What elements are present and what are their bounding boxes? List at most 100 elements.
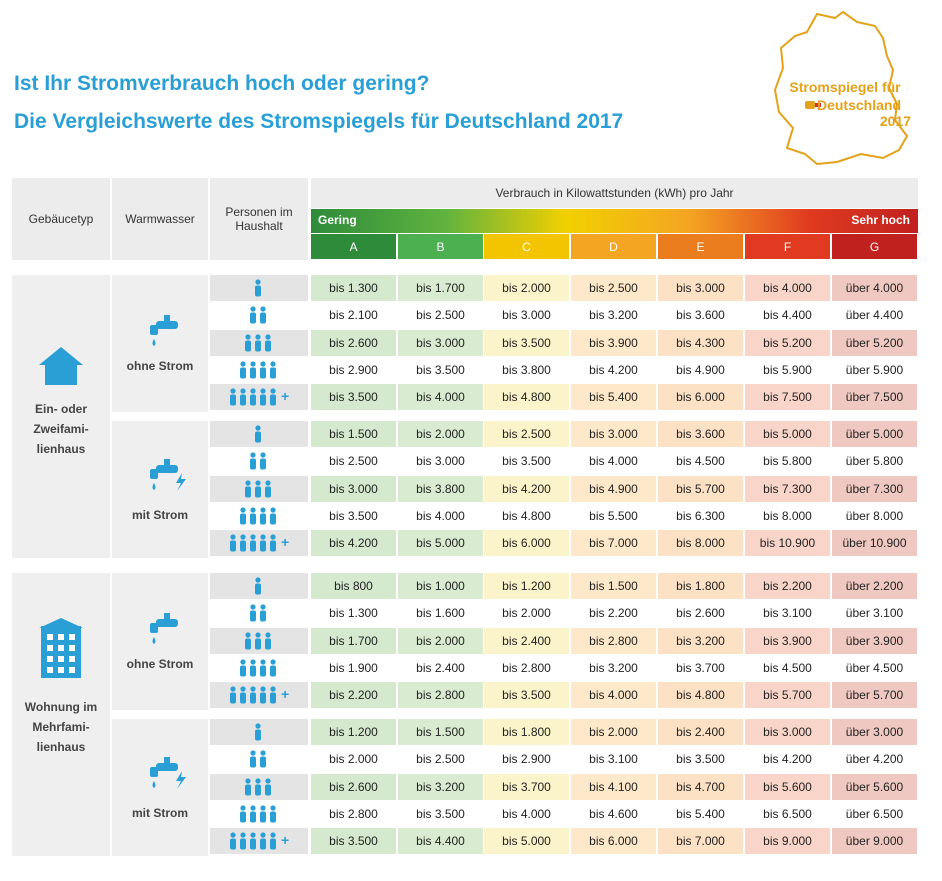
- value-cell: bis 4.800: [484, 384, 569, 411]
- value-cell: bis 3.000: [398, 448, 483, 475]
- value-cell: bis 4.500: [658, 448, 743, 475]
- water-block: [112, 719, 208, 856]
- value-cell: bis 2.000: [484, 275, 569, 301]
- value-cell: bis 4.800: [658, 682, 743, 709]
- person-icons: [255, 279, 261, 297]
- person-icons: [230, 388, 276, 406]
- value-cell: bis 3.000: [658, 275, 743, 301]
- value-cell: bis 3.900: [745, 627, 830, 654]
- value-cell: über 5.800: [832, 448, 917, 475]
- scale-bar: [311, 209, 918, 233]
- person-icons: [255, 577, 261, 595]
- value-cell: bis 1.300: [311, 275, 396, 301]
- value-cell: über 5.900: [832, 356, 917, 383]
- persons-cell: [210, 384, 308, 411]
- value-cell: bis 4.900: [571, 475, 656, 502]
- building-label: Zweifami-: [33, 422, 89, 436]
- water-label: ohne Strom: [126, 657, 194, 671]
- header-line: Personen im: [225, 205, 293, 219]
- value-cell: bis 3.100: [745, 600, 830, 627]
- person-icons: [245, 479, 271, 498]
- logo-text: Deutschland: [817, 97, 901, 113]
- value-cell: bis 2.500: [311, 448, 396, 475]
- value-cell: bis 4.000: [398, 502, 483, 529]
- person-icons: [250, 604, 266, 622]
- value-cell: bis 3.900: [571, 329, 656, 356]
- title-line: Ist Ihr Stromverbrauch hoch oder gering?: [14, 72, 430, 95]
- value-cell: über 5.200: [832, 329, 917, 356]
- value-cell: bis 3.000: [398, 329, 483, 356]
- value-cell: bis 5.000: [484, 828, 569, 855]
- header-cell: Gebäucetyp: [12, 178, 110, 260]
- person-icons: [230, 686, 276, 704]
- persons-cell: [210, 654, 308, 681]
- value-cell: über 4.400: [832, 302, 917, 329]
- value-cell: bis 1.800: [658, 573, 743, 599]
- value-cell: bis 4.000: [571, 448, 656, 475]
- person-icons: [250, 452, 266, 470]
- value-cell: über 5.700: [832, 682, 917, 709]
- value-cell: über 6.500: [832, 800, 917, 827]
- value-cell: bis 3.500: [658, 746, 743, 773]
- building-icon: [39, 618, 83, 678]
- value-cell: bis 3.200: [658, 627, 743, 654]
- value-cell: bis 5.700: [658, 475, 743, 502]
- value-cell: über 3.000: [832, 719, 917, 745]
- value-cell: bis 4.200: [484, 475, 569, 502]
- value-cell: bis 5.000: [745, 421, 830, 447]
- value-cell: bis 2.800: [571, 627, 656, 654]
- persons-cell: [210, 600, 308, 627]
- map-outline: [773, 10, 909, 166]
- value-cell: bis 3.600: [658, 302, 743, 329]
- value-cell: bis 3.200: [571, 302, 656, 329]
- value-cell: bis 5.900: [745, 356, 830, 383]
- value-cell: bis 4.300: [658, 329, 743, 356]
- value-cell: bis 4.100: [571, 773, 656, 800]
- value-cell: bis 4.200: [311, 530, 396, 557]
- value-cell: bis 2.000: [398, 421, 483, 447]
- value-cell: bis 6.000: [658, 384, 743, 411]
- value-cell: über 4.200: [832, 746, 917, 773]
- value-cell: bis 1.700: [311, 627, 396, 654]
- value-cell: bis 3.200: [571, 654, 656, 681]
- value-cell: bis 6.000: [571, 828, 656, 855]
- class-header: F: [745, 234, 830, 259]
- value-cell: bis 2.400: [398, 654, 483, 681]
- value-cell: bis 3.000: [745, 719, 830, 745]
- scale-label: Gering: [318, 213, 357, 227]
- class-header: A: [311, 234, 396, 259]
- person-icons: [245, 777, 271, 796]
- class-header: G: [832, 234, 917, 259]
- value-cell: bis 9.000: [745, 828, 830, 855]
- logo: Stromspiegel für Deutschland 2017: [773, 10, 911, 166]
- tap-icon: [150, 757, 186, 789]
- value-cell: bis 1.300: [311, 600, 396, 627]
- value-cell: bis 5.000: [398, 530, 483, 557]
- value-cell: bis 8.000: [745, 502, 830, 529]
- persons-cell: [210, 356, 308, 383]
- value-cell: bis 3.500: [484, 448, 569, 475]
- building-label: lienhaus: [36, 740, 86, 754]
- water-block: [112, 573, 208, 710]
- persons-cell: [210, 502, 308, 529]
- value-cell: bis 3.500: [484, 329, 569, 356]
- value-cell: bis 5.400: [571, 384, 656, 411]
- value-cell: bis 2.200: [311, 682, 396, 709]
- person-icons: [230, 534, 276, 552]
- value-cell: bis 4.400: [745, 302, 830, 329]
- title-line: Die Vergleichswerte des Stromspiegels fü…: [14, 110, 624, 133]
- water-block: [112, 275, 208, 412]
- value-cell: bis 5.800: [745, 448, 830, 475]
- value-cell: bis 4.600: [571, 800, 656, 827]
- person-icons: [240, 507, 276, 525]
- value-cell: bis 7.000: [571, 530, 656, 557]
- value-cell: bis 1.800: [484, 719, 569, 745]
- person-icons: [255, 723, 261, 741]
- value-cell: bis 2.800: [398, 682, 483, 709]
- value-cell: bis 2.800: [311, 800, 396, 827]
- header-cell: Warmwasser: [112, 178, 208, 260]
- value-cell: bis 7.500: [745, 384, 830, 411]
- class-header: E: [658, 234, 743, 259]
- value-cell: bis 5.500: [571, 502, 656, 529]
- person-icons: [240, 805, 276, 823]
